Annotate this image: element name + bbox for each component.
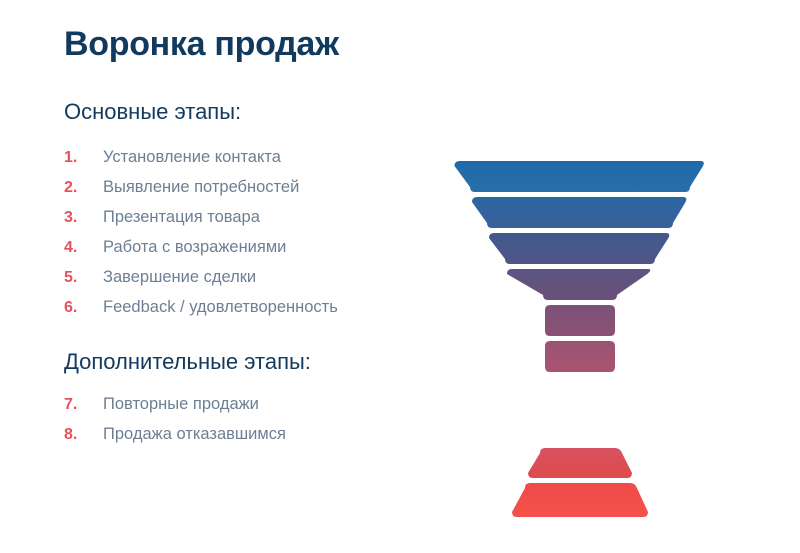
stage-number: 6. xyxy=(64,298,78,316)
list-item: 6. Feedback / удовлетворенность xyxy=(64,298,444,317)
stage-label: Повторные продажи xyxy=(103,395,259,414)
stage-label: Презентация товара xyxy=(103,207,260,226)
main-funnel-segments xyxy=(454,161,704,372)
list-item: 7. Повторные продажи xyxy=(64,395,444,414)
extra-funnel-segment-8 xyxy=(512,483,648,517)
stage-number: 8. xyxy=(64,426,78,444)
funnel-segment-5 xyxy=(545,305,615,336)
main-funnel-chart xyxy=(454,161,704,517)
stage-number: 5. xyxy=(64,268,78,286)
stage-label: Работа с возражениями xyxy=(103,237,287,256)
funnel-graphic xyxy=(440,150,720,530)
stage-label: Продажа отказавшимся xyxy=(103,425,286,444)
page-title: Воронка продаж xyxy=(64,25,339,63)
extra-funnel-segment-7 xyxy=(528,448,632,478)
text-column: Воронка продаж Основные этапы: 1. Устано… xyxy=(64,25,444,455)
list-item: 2. Выявление потребностей xyxy=(64,178,444,197)
funnel-segment-2 xyxy=(472,197,687,228)
list-item: 5. Завершение сделки xyxy=(64,268,444,287)
funnel-segment-3 xyxy=(489,233,670,264)
funnel-segment-1 xyxy=(454,161,704,192)
stage-label: Выявление потребностей xyxy=(103,177,300,196)
stage-number: 7. xyxy=(64,396,78,414)
stage-number: 4. xyxy=(64,238,78,256)
extra-stages-heading: Дополнительные этапы: xyxy=(64,348,311,374)
funnel-segment-4 xyxy=(507,269,651,300)
list-item: 1. Установление контакта xyxy=(64,148,444,167)
stage-label: Установление контакта xyxy=(103,147,281,166)
main-stages-heading: Основные этапы: xyxy=(64,99,242,125)
stage-label: Feedback / удовлетворенность xyxy=(103,297,338,316)
list-item: 3. Презентация товара xyxy=(64,208,444,227)
funnel-segment-6 xyxy=(545,341,615,372)
stage-number: 2. xyxy=(64,178,78,196)
stage-number: 1. xyxy=(64,148,78,166)
extra-funnel-segments xyxy=(512,448,648,517)
main-stages-list: 1. Установление контакта 2. Выявление по… xyxy=(64,148,444,317)
list-item: 4. Работа с возражениями xyxy=(64,238,444,257)
stage-number: 3. xyxy=(64,208,78,226)
list-item: 8. Продажа отказавшимся xyxy=(64,425,444,444)
extra-stages-list: 7. Повторные продажи 8. Продажа отказавш… xyxy=(64,395,444,444)
stage-label: Завершение сделки xyxy=(103,267,257,286)
